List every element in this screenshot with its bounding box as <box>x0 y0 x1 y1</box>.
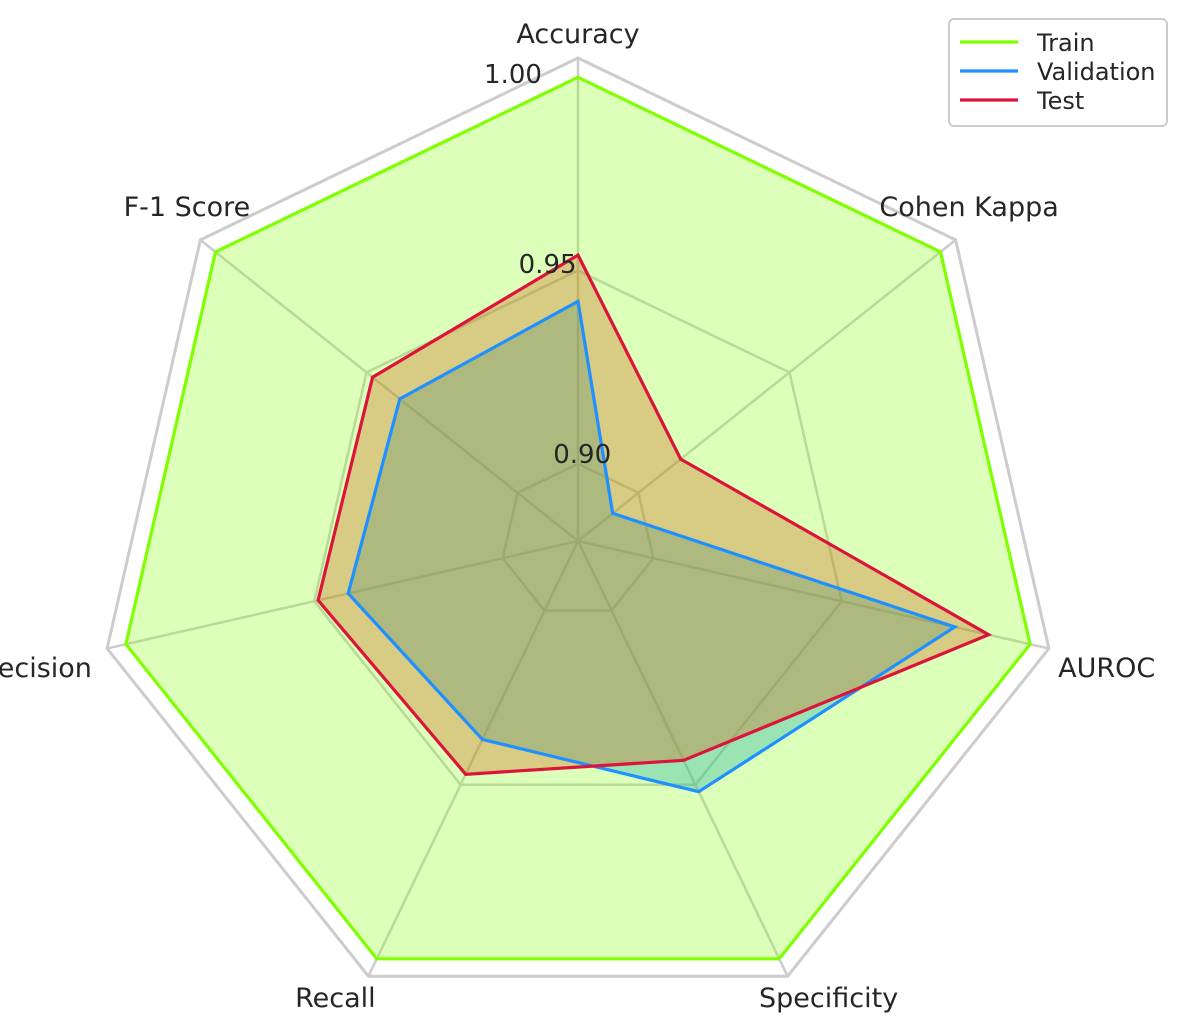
spoke-line <box>367 540 580 977</box>
series-fills <box>125 77 1031 959</box>
spoke-line <box>577 539 1050 650</box>
r-tick-label: 1.00 <box>484 60 542 90</box>
outer-frame <box>105 56 1051 978</box>
series-fill-test <box>318 255 989 775</box>
grid-ring-2 <box>312 269 844 786</box>
series-fill-validation <box>348 301 955 792</box>
series-fill-train <box>125 77 1031 959</box>
series-line-test <box>316 252 993 776</box>
spoke-line <box>577 238 957 542</box>
category-label-precision: Precision <box>0 653 92 684</box>
legend-label-validation: Validation <box>1037 58 1156 86</box>
category-labels: Accuracy Cohen Kappa AUROC Specificity Recal… <box>0 19 1155 1014</box>
category-label-auroc: AUROC <box>1058 653 1155 684</box>
category-label-accuracy: Accuracy <box>516 19 639 50</box>
grid-ring-1 <box>501 462 655 612</box>
category-label-cohen-kappa: Cohen Kappa <box>879 192 1058 223</box>
r-tick-label: 0.95 <box>519 250 577 280</box>
radial-tick-labels: 0.90 0.95 1.00 <box>484 60 611 470</box>
spoke-line <box>576 540 789 977</box>
series-line-train <box>124 75 1032 961</box>
legend-label-test: Test <box>1036 87 1084 115</box>
category-label-recall: Recall <box>295 983 376 1014</box>
spoke-line <box>106 539 579 650</box>
series-lines <box>124 75 1032 961</box>
r-tick-label: 0.90 <box>553 440 611 470</box>
spoke-line <box>199 238 579 542</box>
category-label-f-1-score: F-1 Score <box>124 192 251 223</box>
category-label-specificity: Specificity <box>759 983 898 1014</box>
legend-label-train: Train <box>1036 29 1095 57</box>
